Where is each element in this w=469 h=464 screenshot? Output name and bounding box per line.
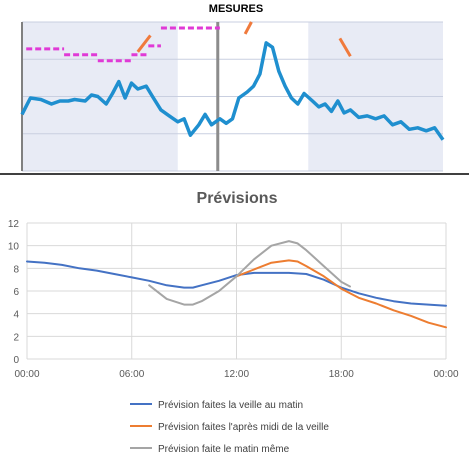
previsions-x-tick-label-4: 00:00 (433, 369, 458, 380)
previsions-y-tick-label-5: 10 (8, 242, 20, 253)
previsions-x-tick-label-2: 12:00 (224, 369, 249, 380)
previsions-x-tick-label-3: 18:00 (329, 369, 354, 380)
mesures-series-0-line (20, 41, 445, 141)
legend-label-2: Prévision faite le matin même (158, 444, 290, 455)
mesures-series-2-segment-1 (243, 21, 253, 35)
previsions-y-tick-label-1: 2 (13, 332, 19, 343)
previsions-y-tick-label-6: 12 (8, 219, 20, 230)
previsions-series-0-line (26, 260, 447, 307)
mesures-series-2-segment-0 (136, 34, 152, 53)
previsions-plot-area: 0 2 4 6 8 10 12 00:00 06:00 12:00 18:00 00:00 (8, 219, 459, 380)
previsions-x-tick-label-1: 06:00 (119, 369, 144, 380)
previsions-y-tick-label-2: 4 (13, 310, 19, 321)
previsions-series-2-line (148, 240, 351, 306)
previsions-legend: Prévision faites la veille au matin Prévi… (130, 400, 329, 455)
mesures-series-2-segment-2 (338, 37, 352, 58)
mesures-title: MESURES (209, 3, 263, 15)
previsions-x-tick-label-0: 00:00 (14, 369, 39, 380)
previsions-y-tick-label-0: 0 (13, 355, 19, 366)
mesures-plot-area (0, 21, 469, 175)
previsions-series-1-line (235, 259, 447, 329)
previsions-y-tick-label-4: 8 (13, 264, 19, 275)
legend-label-1: Prévision faites l'après midi de la veil… (158, 422, 329, 433)
legend-label-0: Prévision faites la veille au matin (158, 400, 303, 411)
previsions-title: Prévisions (197, 190, 278, 207)
previsions-y-tick-label-3: 6 (13, 287, 19, 298)
